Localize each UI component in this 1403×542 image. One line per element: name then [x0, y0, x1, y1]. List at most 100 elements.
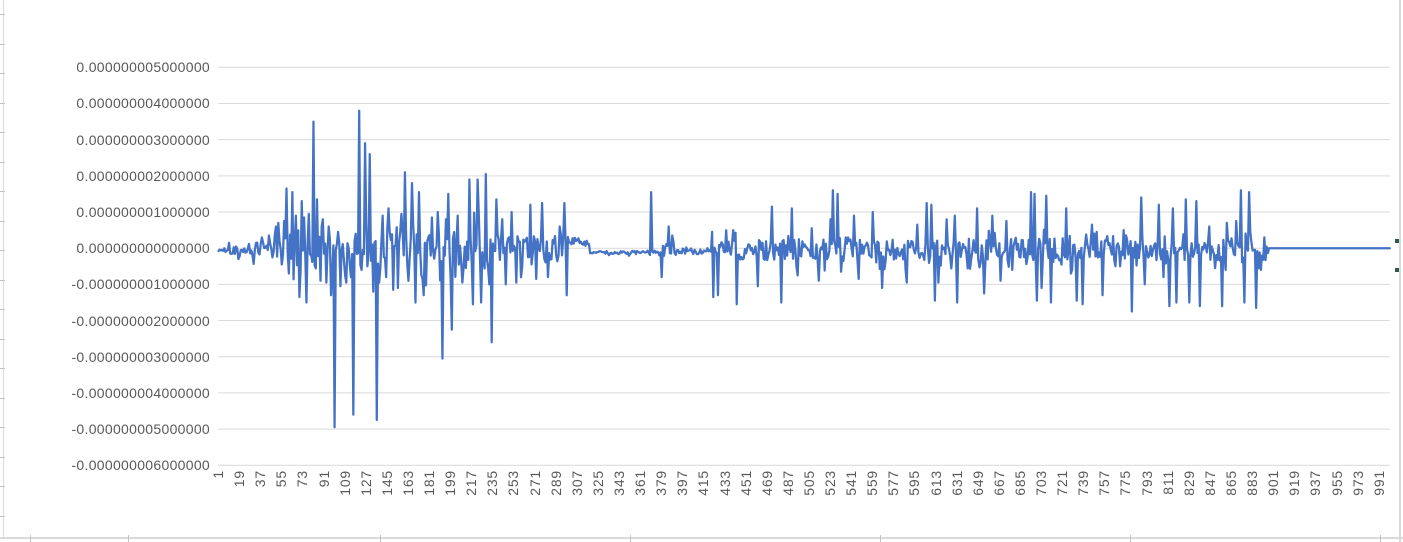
worksheet-column-tick	[1380, 535, 1381, 542]
x-tick-label: 343	[610, 470, 627, 496]
x-tick-label: 595	[906, 470, 923, 496]
x-tick-label: 253	[505, 470, 522, 496]
worksheet-column-tick	[1130, 535, 1131, 542]
x-tick-label: 325	[589, 470, 606, 496]
x-tick-label: 775	[1117, 470, 1134, 496]
x-tick-label: 739	[1075, 470, 1092, 496]
worksheet-column-gridline-right	[1399, 0, 1401, 542]
worksheet-column-tick	[880, 535, 881, 542]
y-tick-label: 0.000000004000000	[76, 95, 210, 112]
x-tick-label: 469	[758, 470, 775, 496]
worksheet-row-tick	[0, 43, 5, 45]
worksheet-row-tick	[0, 397, 5, 399]
x-tick-label: 109	[336, 470, 353, 496]
x-tick-label: 181	[421, 470, 438, 496]
worksheet-row-tick	[0, 486, 5, 487]
x-tick-label: 1	[210, 470, 226, 479]
x-tick-label: 55	[273, 470, 290, 488]
worksheet-row-tick	[0, 14, 5, 15]
x-tick-label: 289	[547, 470, 564, 496]
worksheet-row-tick	[0, 279, 5, 281]
y-tick-label: 0.000000000000000	[76, 240, 210, 257]
worksheet-row-tick	[0, 102, 5, 104]
worksheet-row-tick	[0, 338, 5, 340]
x-tick-label: 487	[779, 470, 796, 496]
y-tick-label: -0.000000003000000	[71, 348, 210, 365]
x-tick-label: 919	[1286, 470, 1303, 496]
x-tick-label: 901	[1265, 470, 1282, 496]
worksheet-row-tick	[0, 309, 5, 310]
worksheet-column-tick	[380, 535, 381, 542]
x-tick-label: 811	[1159, 470, 1176, 495]
x-tick-label: 541	[843, 470, 860, 496]
x-tick-label: 667	[990, 470, 1007, 496]
x-tick-label: 523	[822, 470, 839, 496]
x-tick-label: 433	[716, 470, 733, 496]
worksheet-row-tick	[0, 515, 5, 517]
x-tick-label: 991	[1370, 470, 1387, 496]
x-tick-label: 865	[1223, 470, 1240, 496]
x-tick-label: 955	[1328, 470, 1345, 496]
worksheet-column-tick	[30, 535, 31, 542]
x-tick-label: 91	[315, 470, 332, 488]
y-tick-label: 0.000000001000000	[76, 204, 210, 221]
x-tick-label: 613	[927, 470, 944, 496]
x-tick-label: 379	[653, 470, 670, 496]
x-tick-label: 847	[1201, 470, 1218, 496]
x-tick-label: 19	[231, 470, 248, 488]
worksheet-row-tick	[0, 132, 5, 133]
x-tick-label: 73	[294, 470, 311, 488]
clipped-cell-content-mark	[1395, 239, 1399, 243]
x-tick-label: 793	[1138, 470, 1155, 496]
worksheet-row-tick	[0, 161, 5, 163]
clipped-cell-content-mark	[1395, 268, 1399, 272]
x-tick-label: 145	[378, 470, 395, 496]
worksheet-row-tick	[0, 427, 5, 428]
worksheet-column-tick	[630, 535, 631, 542]
worksheet-row-tick	[0, 250, 5, 251]
x-tick-label: 397	[674, 470, 691, 496]
x-tick-label: 757	[1096, 470, 1113, 496]
x-tick-label: 703	[1033, 470, 1050, 496]
x-tick-label: 37	[252, 470, 269, 488]
x-tick-label: 235	[484, 470, 501, 496]
worksheet-column-tick	[128, 535, 129, 542]
y-tick-label: -0.000000006000000	[71, 457, 210, 474]
x-tick-label: 559	[864, 470, 881, 496]
worksheet-row-tick	[0, 73, 5, 74]
x-tick-label: 307	[568, 470, 585, 496]
worksheet-row-tick	[0, 191, 5, 192]
worksheet-row-tick	[0, 220, 5, 222]
y-tick-label: -0.000000001000000	[71, 276, 210, 293]
x-tick-label: 577	[885, 470, 902, 496]
x-tick-label: 415	[695, 470, 712, 496]
y-tick-label: 0.000000002000000	[76, 167, 210, 184]
worksheet-row-gridline-bottom	[0, 537, 1403, 539]
x-tick-label: 685	[1011, 470, 1028, 496]
x-tick-label: 199	[442, 470, 459, 496]
y-tick-label: -0.000000005000000	[71, 421, 210, 438]
y-tick-label: -0.000000004000000	[71, 384, 210, 401]
x-tick-label: 631	[948, 470, 965, 496]
x-tick-label: 829	[1180, 470, 1197, 496]
x-tick-label: 937	[1307, 470, 1324, 496]
x-tick-label: 505	[800, 470, 817, 496]
x-tick-label: 217	[463, 470, 480, 496]
x-tick-label: 361	[632, 470, 649, 496]
y-tick-label: 0.000000003000000	[76, 131, 210, 148]
series-line[interactable]	[217, 109, 1391, 429]
y-tick-label: 0.000000005000000	[76, 59, 210, 76]
x-tick-label: 451	[737, 470, 754, 496]
x-tick-label: 271	[526, 470, 543, 496]
y-tick-label: -0.000000002000000	[71, 312, 210, 329]
x-tick-label: 649	[969, 470, 986, 496]
worksheet-column-gridline-left	[3, 0, 4, 537]
worksheet-row-tick	[0, 368, 5, 369]
x-tick-label: 127	[357, 470, 374, 496]
x-tick-label: 163	[399, 470, 416, 496]
x-tick-label: 973	[1349, 470, 1366, 496]
x-tick-label: 883	[1244, 470, 1261, 496]
worksheet-row-tick	[0, 456, 5, 458]
